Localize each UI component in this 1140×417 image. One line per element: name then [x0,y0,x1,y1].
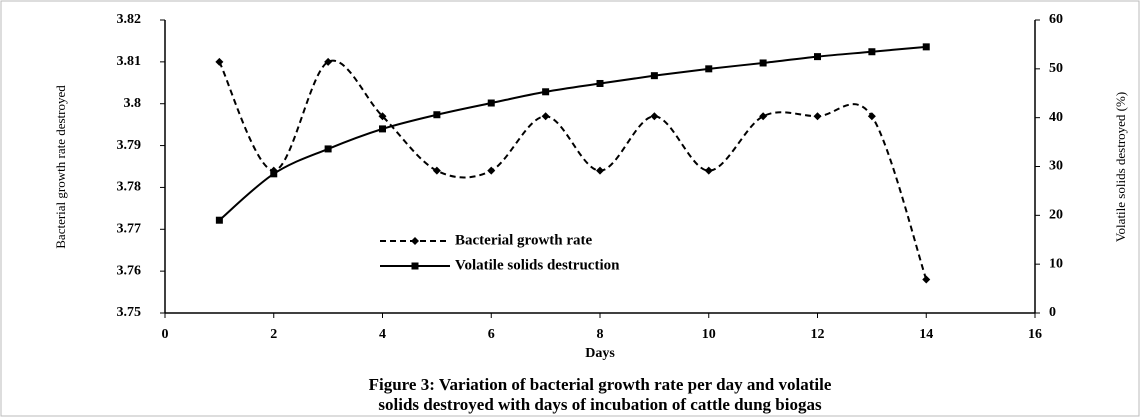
marker [814,53,821,61]
marker [270,170,278,178]
caption: Figure 3: Variation of bacterial growth … [369,375,832,394]
caption: solids destroyed with days of incubation… [378,395,822,414]
marker [541,112,550,121]
y2-tick-label: 0 [1049,305,1056,320]
marker [378,112,387,121]
series-line [218,45,927,221]
marker [215,57,224,66]
marker [867,112,876,121]
marker [650,72,658,80]
marker [650,112,659,121]
legend-label: Bacterial growth rate [455,232,593,248]
marker [542,88,550,96]
x-tick-label: 4 [379,327,386,342]
y2-tick-label: 20 [1049,208,1063,223]
y-tick-label: 3.81 [117,54,142,69]
marker [704,166,713,175]
marker [868,48,876,56]
marker [411,237,419,245]
y2-tick-label: 30 [1049,159,1063,174]
y-tick-label: 3.8 [124,96,142,111]
marker [596,79,604,87]
x-tick-label: 14 [919,327,933,342]
marker [215,216,223,224]
marker [411,262,419,270]
marker [324,145,332,153]
marker [379,125,386,133]
marker [922,275,931,284]
y2-tick-label: 60 [1049,12,1063,27]
y2-tick-label: 50 [1049,61,1063,76]
x-axis-label: Days [585,346,615,361]
x-tick-label: 6 [488,327,495,342]
legend-label: Volatile solids destruction [455,257,620,273]
marker [432,166,441,175]
x-tick-label: 16 [1028,327,1042,342]
y2-tick-label: 10 [1049,256,1063,271]
y-axis-label: Bacterial growth rate destroyed [53,85,68,249]
y-tick-label: 3.77 [117,222,142,237]
x-tick-label: 8 [597,327,604,342]
marker [324,57,333,66]
marker [813,112,822,121]
y-tick-label: 3.78 [117,180,142,195]
marker [705,65,713,73]
x-tick-label: 2 [270,327,277,342]
marker [487,99,495,107]
marker [487,166,496,175]
y-tick-label: 3.75 [117,305,142,320]
marker [433,111,441,119]
marker [759,59,767,67]
x-tick-label: 0 [162,327,169,342]
x-tick-label: 12 [811,327,825,342]
y2-tick-label: 40 [1049,110,1063,125]
x-tick-label: 10 [702,327,716,342]
marker [759,112,768,121]
marker [596,166,604,175]
y-tick-label: 3.82 [117,12,142,27]
marker [922,43,930,51]
y2-axis-label: Volatile solids destroyed (%) [1113,92,1128,242]
y-tick-label: 3.76 [117,263,142,278]
y-tick-label: 3.79 [117,138,142,153]
